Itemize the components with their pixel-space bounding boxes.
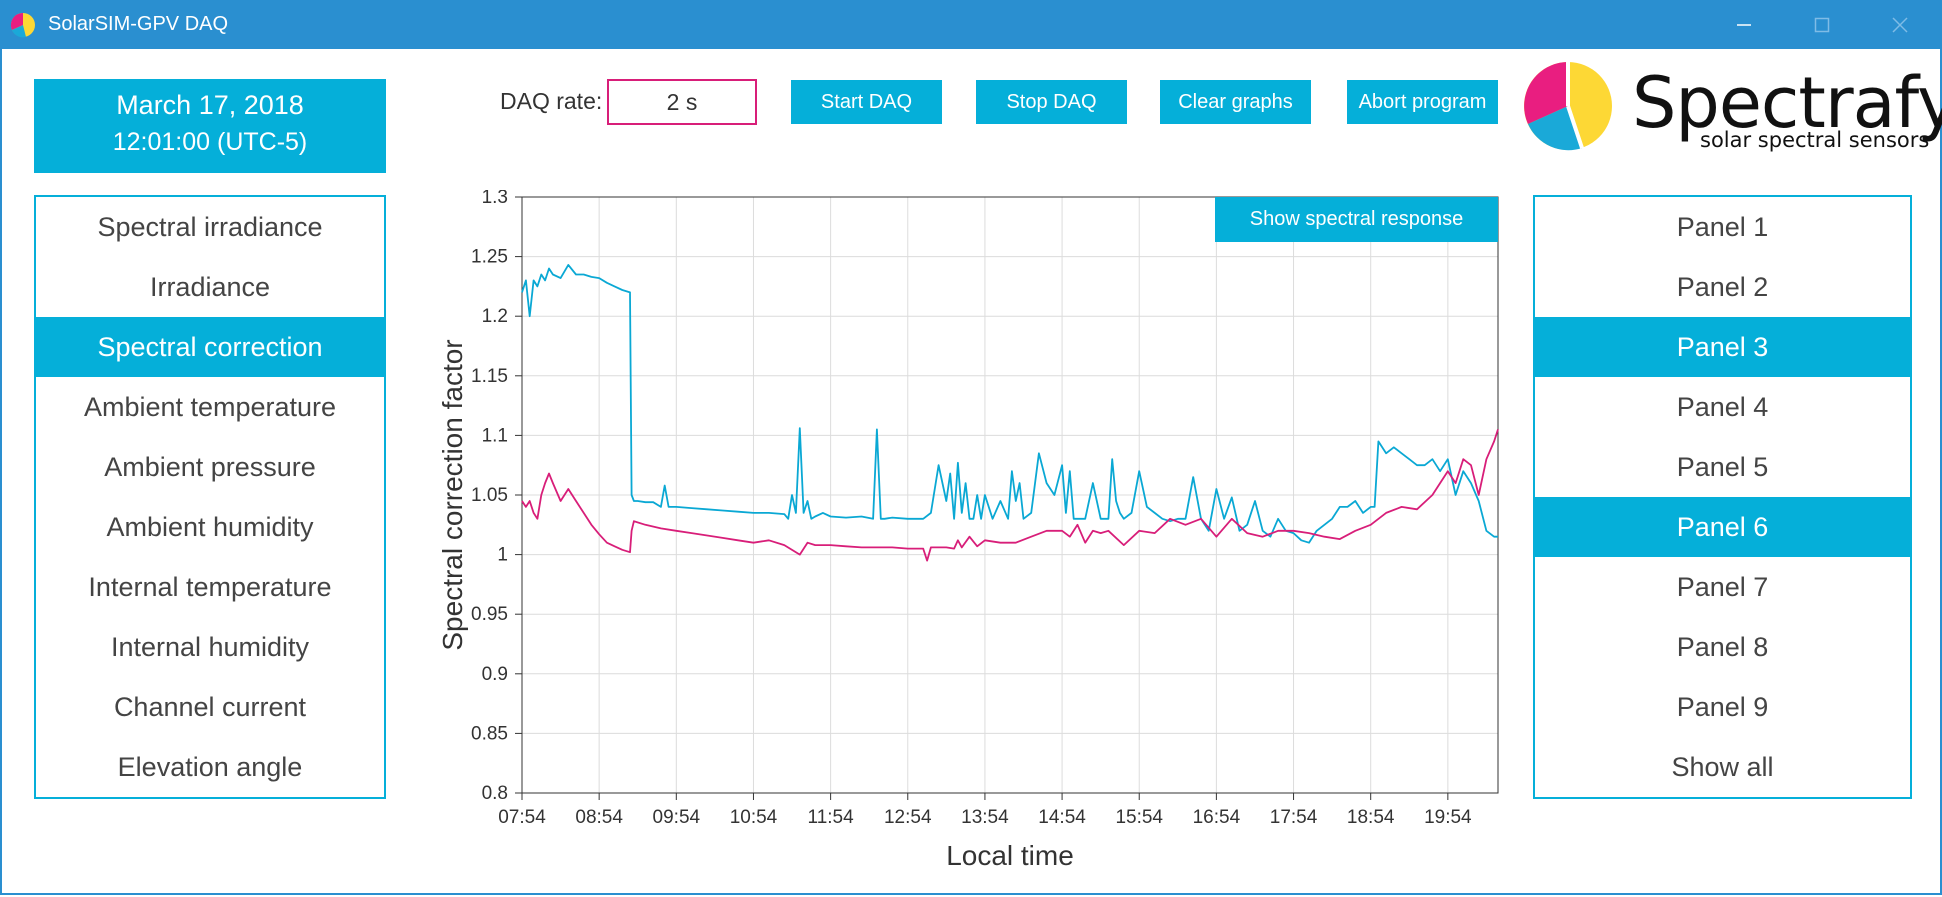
measurement-spectral-irradiance[interactable]: Spectral irradiance bbox=[97, 212, 323, 242]
spectral-correction-chart: 07:54 08:54 09:54 10:54 11:54 12:54 13:54 14:54… bbox=[437, 190, 1499, 871]
x-tick-label: 16:54 bbox=[1193, 807, 1241, 828]
x-tick-label: 08:54 bbox=[575, 807, 623, 828]
minimize-button[interactable] bbox=[1705, 0, 1783, 49]
x-tick-label: 17:54 bbox=[1270, 807, 1318, 828]
time-label: 12:01:00 (UTC-5) bbox=[112, 128, 308, 156]
x-tick-label: 13:54 bbox=[961, 807, 1009, 828]
measurement-ambient-humidity[interactable]: Ambient humidity bbox=[106, 512, 314, 542]
daq-rate-label: DAQ rate: bbox=[500, 88, 603, 114]
abort-program-button[interactable]: Abort program bbox=[1347, 80, 1498, 124]
close-icon bbox=[1892, 16, 1908, 33]
y-tick-label: 0.85 bbox=[471, 723, 508, 744]
panel-panel-3[interactable]: Panel 3 bbox=[1535, 317, 1910, 377]
daq-rate-input[interactable]: 2 s bbox=[607, 79, 757, 125]
panel-panel-1[interactable]: Panel 1 bbox=[1676, 212, 1769, 242]
panel-menu: Panel 1 Panel 2 Panel 3 Panel 4 Panel 5 Panel… bbox=[1533, 195, 1912, 799]
measurement-spectral-correction[interactable]: Spectral correction bbox=[36, 317, 384, 377]
maximize-icon bbox=[1814, 17, 1830, 32]
datetime-display: March 17, 2018 12:01:00 (UTC-5) bbox=[34, 79, 386, 173]
window-title: SolarSIM-GPV DAQ bbox=[48, 13, 229, 35]
y-tick-label: 1.25 bbox=[471, 247, 508, 268]
start-daq-button[interactable]: Start DAQ bbox=[791, 80, 942, 124]
panel-panel-2[interactable]: Panel 2 bbox=[1676, 272, 1769, 302]
y-tick-label: 1 bbox=[497, 545, 508, 566]
plot-area bbox=[521, 196, 1499, 794]
y-axis-label: Spectral correction factor bbox=[437, 339, 468, 650]
measurement-channel-current[interactable]: Channel current bbox=[113, 692, 307, 722]
spectrafy-logo: Spectrafy solar spectral sensors bbox=[1520, 58, 1942, 158]
spectrafy-logo-icon bbox=[1524, 62, 1612, 151]
clear-graphs-button[interactable]: Clear graphs bbox=[1160, 80, 1311, 124]
panel-panel-4[interactable]: Panel 4 bbox=[1676, 392, 1769, 422]
series-line-2 bbox=[521, 429, 1499, 562]
x-tick-label: 11:54 bbox=[808, 807, 855, 828]
y-tick-label: 1.15 bbox=[471, 366, 508, 387]
y-tick-label: 1.1 bbox=[482, 425, 508, 446]
y-tick-label: 1.2 bbox=[482, 306, 508, 327]
measurement-ambient-pressure[interactable]: Ambient pressure bbox=[104, 452, 316, 482]
panel-show-all[interactable]: Show all bbox=[1671, 752, 1774, 782]
x-tick-label: 12:54 bbox=[884, 807, 932, 828]
y-tick-label: 0.95 bbox=[471, 604, 508, 625]
x-tick-label: 15:54 bbox=[1115, 807, 1163, 828]
x-axis-label: Local time bbox=[946, 840, 1074, 871]
x-tick-label: 19:54 bbox=[1424, 807, 1472, 828]
logo-tagline: solar spectral sensors bbox=[1700, 128, 1930, 152]
y-tick-label: 1.05 bbox=[471, 485, 508, 506]
panel-panel-8[interactable]: Panel 8 bbox=[1676, 632, 1769, 662]
minimize-icon bbox=[1737, 23, 1751, 26]
window-frame bbox=[0, 49, 1942, 895]
app-logo-icon bbox=[10, 12, 35, 38]
logo-wordmark: Spectrafy bbox=[1632, 62, 1942, 144]
x-tick-label: 10:54 bbox=[730, 807, 778, 828]
y-tick-label: 0.9 bbox=[482, 664, 508, 685]
x-tick-label: 09:54 bbox=[653, 807, 701, 828]
measurement-menu: Spectral irradiance Irradiance Spectral co… bbox=[34, 195, 386, 799]
measurement-elevation-angle[interactable]: Elevation angle bbox=[117, 752, 303, 782]
maximize-button[interactable] bbox=[1783, 0, 1861, 49]
measurement-internal-temperature[interactable]: Internal temperature bbox=[88, 572, 332, 602]
y-tick-label: 0.8 bbox=[482, 783, 508, 804]
title-bar: SolarSIM-GPV DAQ bbox=[0, 0, 1942, 49]
panel-panel-5[interactable]: Panel 5 bbox=[1676, 452, 1769, 482]
panel-panel-9[interactable]: Panel 9 bbox=[1676, 692, 1769, 722]
date-label: March 17, 2018 bbox=[116, 90, 304, 120]
y-tick-label: 1.3 bbox=[482, 190, 508, 208]
close-button[interactable] bbox=[1861, 0, 1939, 49]
measurement-ambient-temperature[interactable]: Ambient temperature bbox=[83, 392, 337, 422]
series-line-1 bbox=[521, 264, 1498, 544]
x-tick-label: 07:54 bbox=[498, 807, 546, 828]
panel-panel-7[interactable]: Panel 7 bbox=[1676, 572, 1769, 602]
x-tick-label: 18:54 bbox=[1347, 807, 1395, 828]
measurement-irradiance[interactable]: Irradiance bbox=[149, 272, 271, 302]
measurement-internal-humidity[interactable]: Internal humidity bbox=[110, 632, 310, 662]
panel-panel-6[interactable]: Panel 6 bbox=[1535, 497, 1910, 557]
show-spectral-response-button[interactable]: Show spectral response bbox=[1215, 197, 1498, 242]
stop-daq-button[interactable]: Stop DAQ bbox=[976, 80, 1127, 124]
x-tick-label: 14:54 bbox=[1038, 807, 1086, 828]
